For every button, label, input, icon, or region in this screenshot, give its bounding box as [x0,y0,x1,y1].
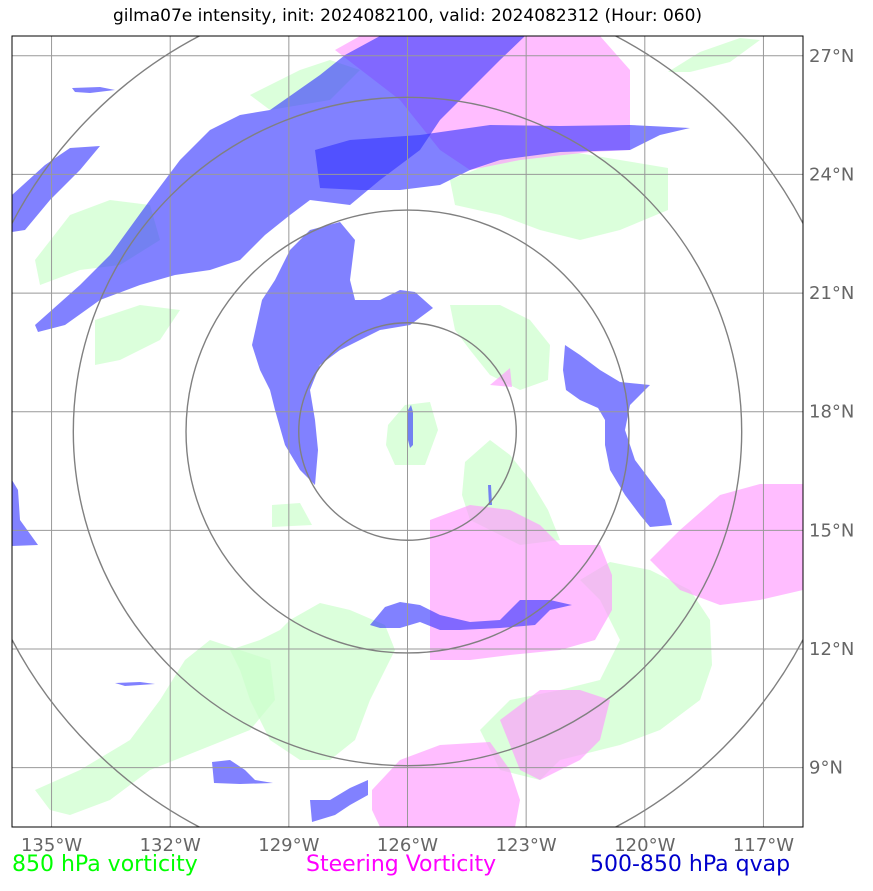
blue-region-south-blob [310,780,368,822]
axis-ticks: 135°W 132°W 129°W 126°W 123°W 120°W 117°W 9°N 12… [21,46,854,856]
green-region-west [35,200,160,285]
legend-qvap: 500-850 hPa qvap [590,852,791,877]
range-ring [72,96,743,767]
blue-region-west-edge [12,480,38,546]
lat-tick-label: 21°N [809,283,854,304]
lon-tick-label: 123°W [496,835,557,856]
map-title: gilma07e intensity, init: 2024082100, va… [112,6,703,26]
plot-frame [11,35,804,828]
legend-steering-vorticity: Steering Vorticity [306,852,497,877]
lon-tick-label: 120°W [614,835,675,856]
lat-tick-label: 24°N [809,164,854,185]
lon-tick-label: 129°W [258,835,319,856]
lat-tick-label: 18°N [809,402,854,423]
lon-tick-label: 126°W [377,835,438,856]
range-rings [12,36,803,827]
magenta-region-south [372,742,520,827]
blue-region-small-top [72,87,115,93]
blue-region-central-arc [252,222,433,485]
qvap-layer [12,36,690,822]
magenta-region-central-south [430,505,612,660]
blue-region-small-center [488,485,492,505]
blue-region-northwest-blob [12,146,100,232]
magenta-region-east [650,484,803,605]
blue-region-north-bar [315,125,690,190]
blue-region-core-line [408,405,413,448]
lon-tick-label: 132°W [140,835,201,856]
green-region-central-east [450,150,668,240]
range-ring [298,322,517,541]
green-region-west-mid [95,305,180,365]
green-region-southwest [35,640,275,815]
blue-region-south-band [370,600,572,630]
lat-tick-label: 12°N [809,639,854,660]
blue-region-small-sw [115,682,155,686]
blue-region-main-band [35,36,525,332]
lon-tick-label: 117°W [733,835,794,856]
lat-tick-label: 9°N [809,758,843,779]
magenta-region-southeast [500,690,610,780]
lat-tick-label: 15°N [809,520,854,541]
magenta-region-small [490,368,512,387]
green-region-south [230,603,395,760]
lon-tick-label: 135°W [21,835,82,856]
blue-region-sw-blob [212,760,273,784]
green-region-ne [668,38,760,72]
legend-850-vorticity: 850 hPa vorticity [12,852,198,877]
range-ring [185,209,630,654]
green-region-central [450,305,550,390]
lat-tick-label: 27°N [809,46,854,67]
map-gridlines [12,36,803,827]
green-region-small [272,503,312,527]
